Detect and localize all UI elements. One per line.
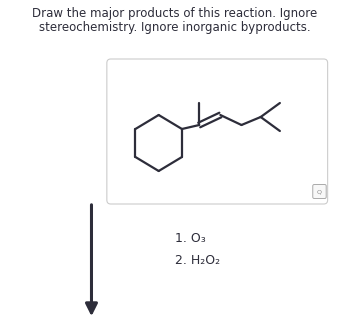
FancyBboxPatch shape xyxy=(313,185,326,198)
Text: stereochemistry. Ignore inorganic byproducts.: stereochemistry. Ignore inorganic byprod… xyxy=(39,20,311,34)
Text: Draw the major products of this reaction. Ignore: Draw the major products of this reaction… xyxy=(32,8,318,20)
Text: 2. H₂O₂: 2. H₂O₂ xyxy=(175,255,220,267)
Text: 1. O₃: 1. O₃ xyxy=(175,233,206,245)
Text: Q: Q xyxy=(317,189,322,194)
FancyBboxPatch shape xyxy=(107,59,328,204)
